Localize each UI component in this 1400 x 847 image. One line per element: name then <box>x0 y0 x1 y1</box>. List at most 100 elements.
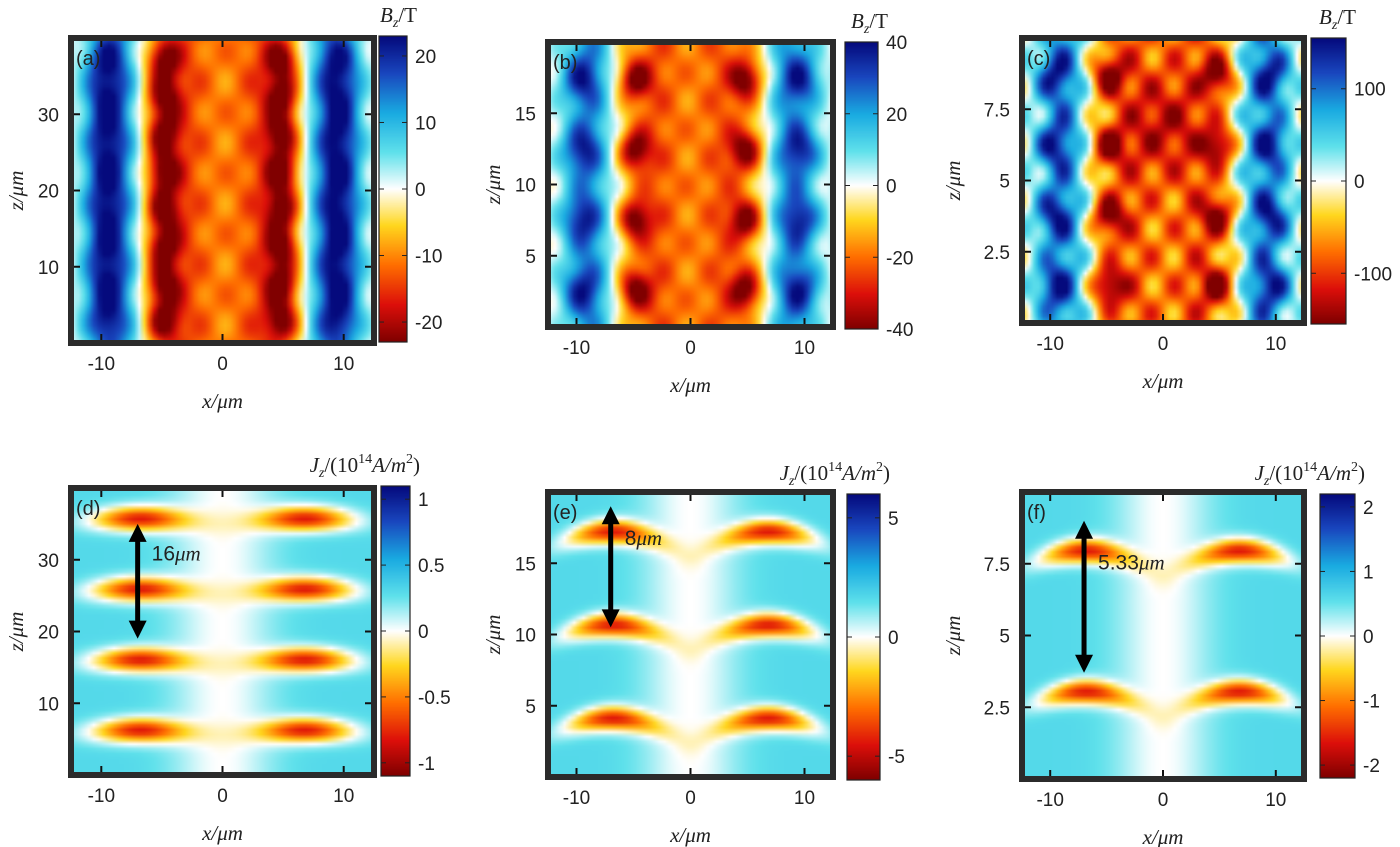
y-axis-label: z/μm <box>4 612 28 653</box>
x-tick-label: 10 <box>794 338 815 359</box>
x-tick-label: 0 <box>1158 790 1169 811</box>
colorbar-tick-label: 0.5 <box>418 556 444 577</box>
panel-label: (d) <box>76 498 100 520</box>
colorbar-title: Bz/T <box>851 9 888 37</box>
colorbar-tick-label: -2 <box>1363 756 1380 777</box>
annotation-unit: μm <box>174 542 201 566</box>
x-tick-label: 0 <box>1158 334 1169 355</box>
x-tick-label: 10 <box>794 788 815 809</box>
x-tick-label: 0 <box>217 354 228 375</box>
colorbar-tick-label: -20 <box>886 248 913 269</box>
colorbar-tick-label: 0 <box>1363 627 1374 648</box>
colorbar-title-base: B <box>1319 5 1332 29</box>
colorbar-title-tail-exp: 2 <box>406 452 413 467</box>
colorbar-title-exp: 14 <box>828 460 842 475</box>
annotation-unit: μm <box>1138 550 1165 574</box>
colorbar-tick-label: 100 <box>1354 80 1386 101</box>
colorbar-tick-label: 0 <box>1354 172 1365 193</box>
colorbar-tick-label: 20 <box>886 105 907 126</box>
x-axis-label: x/μm <box>669 373 711 397</box>
heatmap-image <box>548 492 833 777</box>
panel-a: -10 0 10 10 20 30 x/μm z/μm (a) -20 -10 0 10 20 Bz/T <box>4 3 442 413</box>
x-tick-label: 10 <box>1265 334 1286 355</box>
colorbar-title-base: B <box>851 9 864 33</box>
colorbar-tick-label: -1 <box>1363 692 1380 713</box>
colorbar-tick-label: 0 <box>415 180 426 201</box>
y-tick-label: 2.5 <box>984 698 1010 719</box>
colorbar-tick-label: 0 <box>886 177 897 198</box>
colorbar-title-unit: /T <box>869 9 888 33</box>
y-tick-label: 10 <box>515 176 536 197</box>
colorbar <box>1320 494 1355 778</box>
y-tick-label: 5 <box>999 627 1010 648</box>
annotation-label: 8μm <box>625 526 662 550</box>
colorbar-title-unit: /T <box>398 3 417 27</box>
x-tick-label: 10 <box>333 786 354 807</box>
colorbar-title-sub: z <box>1263 474 1270 489</box>
panel-label: (f) <box>1027 502 1046 524</box>
colorbar-tick-label: 1 <box>1363 562 1374 583</box>
y-axis-label: z/μm <box>941 161 965 202</box>
y-tick-label: 7.5 <box>984 100 1010 121</box>
y-tick-label: 5 <box>525 247 536 268</box>
colorbar-title-close: ) <box>413 453 420 477</box>
colorbar-tick-label: 40 <box>886 33 907 54</box>
axes-frame <box>68 35 377 346</box>
panel-d: -10 0 10 10 20 30 x/μm z/μm (d) -1 -0.5 0 0.5 1 Jz/(10… <box>4 452 451 845</box>
colorbar-title-tail-exp: 2 <box>1351 460 1358 475</box>
y-axis-label: z/μm <box>481 615 505 656</box>
heatmap-image <box>71 488 374 775</box>
y-axis-label: z/μm <box>4 171 28 212</box>
y-tick-label: 30 <box>38 551 59 572</box>
colorbar-title-base: J <box>780 461 791 485</box>
colorbar-title: Bz/T <box>380 3 417 31</box>
y-tick-label: 2.5 <box>984 243 1010 264</box>
colorbar-tick-label: -10 <box>415 247 442 268</box>
annotation-arrow-head-down <box>1075 654 1094 673</box>
colorbar-title-sub: z <box>788 474 795 489</box>
panel-e: -10 0 10 5 10 15 x/μm z/μm (e) -5 0 5 Jz/(1014A/m2) 8… <box>481 460 905 847</box>
heatmap-image <box>1022 492 1304 779</box>
colorbar-title-close: ) <box>1358 461 1365 485</box>
x-tick-label: 0 <box>685 788 696 809</box>
x-tick-label: -10 <box>563 338 590 359</box>
colorbar-title-tail: A/m <box>370 453 406 477</box>
axes-frame <box>68 485 377 778</box>
colorbar-title-base: B <box>380 3 393 27</box>
x-axis-label: x/μm <box>1142 369 1184 393</box>
x-tick-label: -10 <box>88 354 115 375</box>
annotation-arrow-head-down <box>128 620 147 639</box>
colorbar-tick-label: -5 <box>888 747 905 768</box>
colorbar-title-sub: z <box>392 16 399 31</box>
y-tick-label: 15 <box>515 104 536 125</box>
colorbar-tick-label: -100 <box>1354 264 1392 285</box>
x-tick-label: -10 <box>1036 790 1063 811</box>
colorbar-title-close: ) <box>883 461 890 485</box>
axes-frame <box>1019 489 1307 782</box>
axes-frame <box>1019 35 1307 326</box>
colorbar-tick-label: 0 <box>888 628 899 649</box>
colorbar-title-unit: /T <box>1337 5 1356 29</box>
colorbar-tick-label: 0 <box>418 622 429 643</box>
colorbar-tick-label: -0.5 <box>418 688 451 709</box>
colorbar-tick-label: 20 <box>415 47 436 68</box>
colorbar-title-sub: z <box>318 466 325 481</box>
x-axis-label: x/μm <box>1142 825 1184 847</box>
colorbar-title-sub: z <box>1331 18 1338 33</box>
panel-label: (c) <box>1027 48 1050 70</box>
colorbar-tick-label: -20 <box>415 313 442 334</box>
x-tick-label: -10 <box>88 786 115 807</box>
y-axis-label: z/μm <box>941 616 965 657</box>
annotation-value: 5.33 <box>1098 551 1139 574</box>
colorbar-tick-label: -1 <box>418 754 435 775</box>
annotation-label: 5.33μm <box>1098 550 1165 574</box>
annotation-unit: μm <box>635 526 662 550</box>
y-tick-label: 20 <box>38 182 59 203</box>
colorbar-title-unit: /(10 <box>324 453 358 477</box>
colorbar-title-tail: A/m <box>1315 461 1351 485</box>
colorbar-title-tail: A/m <box>840 461 876 485</box>
panel-f: -10 0 102.557.5x/μmz/μm(f)-2-1012Jz/(1014A… <box>941 460 1380 847</box>
